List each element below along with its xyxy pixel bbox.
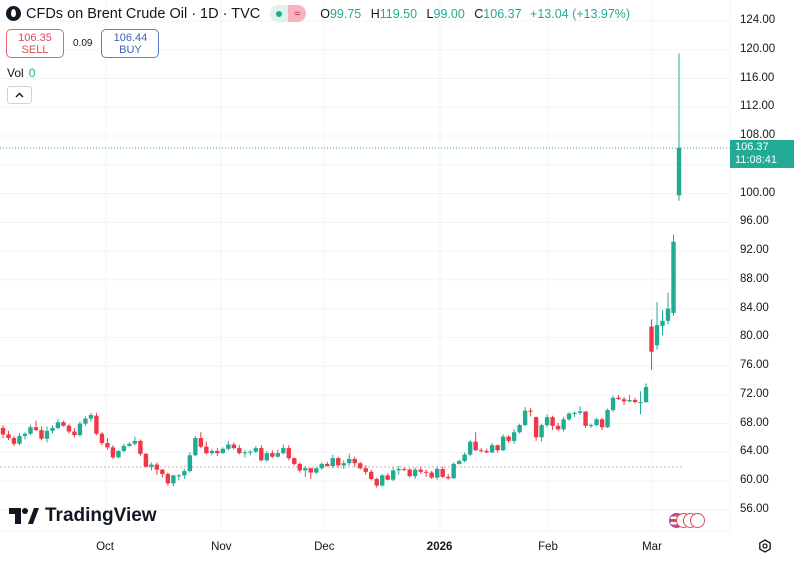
market-status-pill[interactable]: ≈ (270, 5, 307, 22)
price-tick: 64.00 (740, 445, 769, 458)
close-label: C (474, 6, 484, 21)
price-tick: 100.00 (740, 186, 776, 199)
price-tick: 120.00 (740, 42, 776, 55)
volume-value: 0 (28, 66, 36, 80)
low-label: L (426, 6, 434, 21)
last-price: 106.37 (735, 141, 769, 153)
price-tick: 72.00 (740, 387, 769, 400)
price-tick: 92.00 (740, 244, 769, 257)
buy-label: BUY (119, 43, 142, 56)
event-icon (690, 513, 705, 528)
sell-price: 106.35 (18, 31, 52, 44)
price-grid (0, 0, 730, 531)
market-open-icon (270, 5, 289, 22)
change-value: +13.04 (+13.97%) (530, 6, 631, 21)
symbol-title[interactable]: CFDs on Brent Crude Oil · 1D · TVC (26, 5, 261, 22)
price-tick: 116.00 (740, 71, 775, 84)
low-value: 99.00 (433, 6, 465, 21)
high-value: 119.50 (379, 6, 418, 21)
tradingview-logo-icon (9, 508, 39, 524)
candles (0, 53, 682, 488)
volume-legend: Vol 0 (7, 66, 35, 80)
time-tick: Mar (642, 541, 662, 553)
price-tick: 124.00 (740, 14, 776, 26)
trade-buttons: 106.35 SELL 0.09 106.44 BUY (6, 29, 160, 58)
price-tick: 76.00 (740, 359, 769, 372)
price-tick: 112.00 (740, 100, 775, 113)
last-price-label: 106.37 11:08:41 (730, 140, 794, 168)
chart-settings-button[interactable] (758, 539, 772, 556)
close-value: 106.37 (483, 6, 522, 21)
buy-price: 106.44 (113, 31, 148, 44)
brand-name: TradingView (45, 505, 157, 526)
price-tick: 108.00 (740, 129, 776, 142)
time-tick: Nov (211, 541, 232, 553)
open-value: 99.75 (329, 6, 362, 21)
tradingview-logo[interactable]: TradingView (9, 505, 157, 527)
price-tick: 68.00 (740, 416, 769, 429)
price-tick: 84.00 (740, 301, 769, 314)
time-tick: Oct (96, 541, 114, 553)
time-tick: Feb (538, 541, 558, 553)
price-tick: 60.00 (740, 474, 769, 487)
economic-events-icons[interactable] (669, 513, 705, 528)
price-tick: 56.00 (740, 502, 769, 515)
price-tick: 80.00 (740, 330, 769, 343)
sell-button[interactable]: 106.35 SELL (6, 29, 64, 58)
collapse-legend-button[interactable] (7, 86, 32, 104)
volume-label: Vol (7, 66, 24, 80)
settings-icon (759, 539, 771, 553)
ohlc-values: O99.75 H119.50 L99.00 C106.37 +13.04 (+1… (314, 7, 630, 21)
buy-button[interactable]: 106.44 BUY (101, 29, 160, 58)
sell-label: SELL (21, 43, 49, 56)
price-tick: 88.00 (740, 272, 769, 285)
high-label: H (370, 6, 380, 21)
open-label: O (320, 6, 330, 21)
tilde-icon: ≈ (288, 5, 307, 22)
time-tick: Dec (314, 541, 335, 553)
chevron-up-icon (15, 90, 24, 101)
brent-oil-icon (6, 6, 21, 21)
spread-value: 0.09 (73, 38, 93, 49)
chart-header: CFDs on Brent Crude Oil · 1D · TVC ≈ O99… (6, 5, 630, 22)
time-tick: 2026 (426, 541, 453, 553)
bar-countdown: 11:08:41 (735, 154, 778, 166)
price-tick: 96.00 (740, 215, 769, 228)
